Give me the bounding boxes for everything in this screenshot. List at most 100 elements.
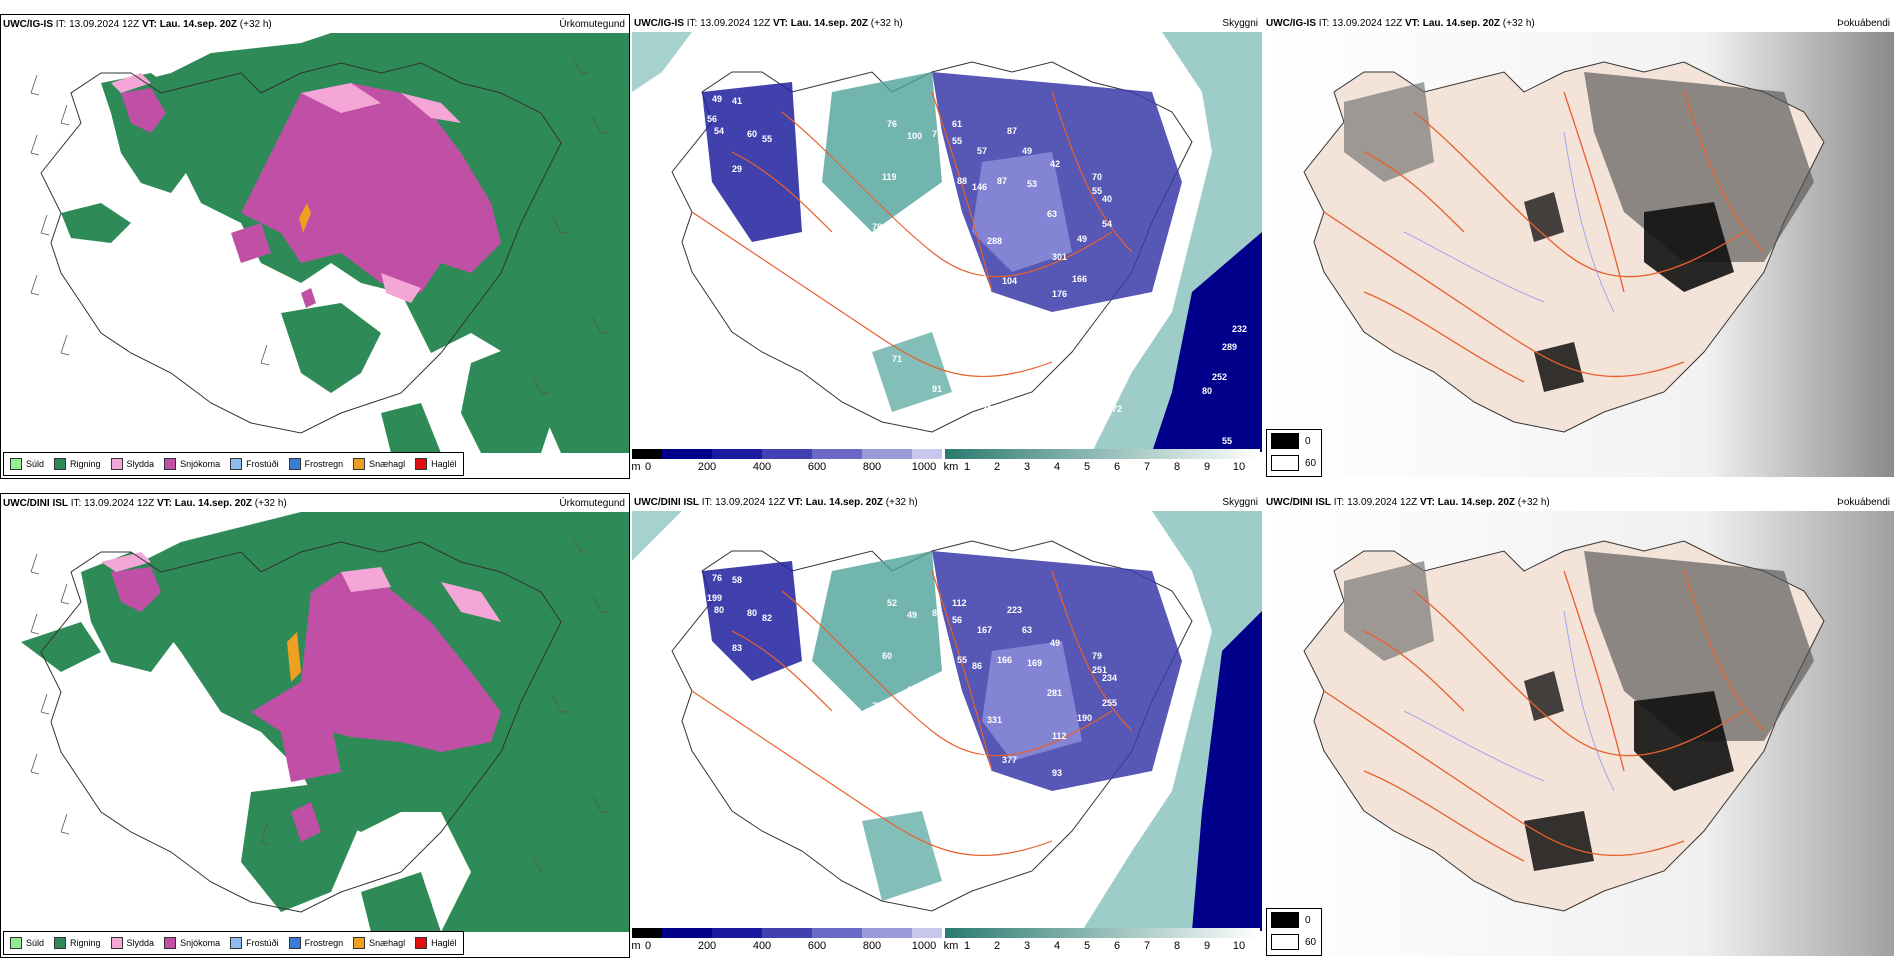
legend-swatch [353, 937, 366, 949]
panel-header: UWC/IG-IS IT: 13.09.2024 12Z VT: Lau. 14… [1266, 18, 1535, 29]
tick-label: 200 [697, 940, 717, 952]
panel-title: Úrkomutegund [559, 498, 625, 509]
cloud-base-label: 55 [1222, 436, 1232, 446]
legend-swatch [10, 458, 22, 470]
panel-header: UWC/DINI ISL IT: 13.09.2024 12Z VT: Lau.… [3, 498, 287, 509]
legend-swatch [10, 937, 22, 949]
fog-legend-row: 0 [1267, 909, 1321, 931]
cloud-base-label: 41 [732, 96, 742, 106]
cloud-base-label: 129 [852, 236, 867, 246]
init-time: IT: 13.09.2024 12Z [55, 19, 140, 30]
fog-map [1264, 32, 1894, 477]
tick-label: 600 [807, 940, 827, 952]
fog-legend-row: 60 [1267, 452, 1321, 474]
legend-label: 60 [1305, 457, 1317, 469]
cloud-base-label: 75 [872, 701, 882, 711]
tick-label: 3 [1023, 940, 1031, 952]
valid-label: VT: [1404, 18, 1420, 29]
cloud-base-label: 56 [707, 114, 717, 124]
legend-item: Frostregn [288, 937, 343, 949]
precip-legend: Súld Rigning Slydda Snjókoma Frostúði Fr… [3, 452, 464, 476]
cloud-base-label: 112 [952, 598, 967, 608]
panel-title: Skyggni [1222, 497, 1258, 508]
precip-panel-row2: UWC/DINI ISL IT: 13.09.2024 12Z VT: Lau.… [0, 493, 630, 958]
tick-label: 400 [752, 940, 772, 952]
init-time: IT: 13.09.2024 12Z [701, 497, 786, 508]
panel-header: UWC/IG-IS IT: 13.09.2024 12Z VT: Lau. 14… [634, 18, 903, 29]
cloud-base-label: 104 [1002, 276, 1017, 286]
tick-label: 4 [1053, 940, 1061, 952]
cloud-base-label: 55 [952, 136, 962, 146]
cloud-base-label: 55 [1092, 186, 1102, 196]
cloud-base-label: 167 [977, 625, 992, 635]
tick-label: 1 [963, 940, 971, 952]
valid-label: VT: [156, 498, 172, 509]
legend-item: Súld [10, 937, 44, 949]
lead-time: (+32 h) [239, 19, 272, 30]
cloud-base-label: 80 [714, 605, 724, 615]
legend-item: Haglél [415, 937, 457, 949]
model-name: UWC/IG-IS [3, 19, 53, 30]
tick-label: 7 [1143, 940, 1151, 952]
tick-label: 5 [1083, 940, 1091, 952]
cloud-base-label: 78 [872, 222, 882, 232]
cloud-base-label: 288 [987, 236, 1002, 246]
panel-header: UWC/DINI ISL IT: 13.09.2024 12Z VT: Lau.… [1266, 497, 1550, 508]
cloud-base-label: 54 [1102, 219, 1112, 229]
legend-item: Slydda [110, 937, 155, 949]
legend-swatch [164, 937, 177, 949]
cloud-base-label: 190 [1077, 713, 1092, 723]
cloud-base-label: 58 [732, 575, 742, 585]
cloud-base-label: 88 [957, 176, 967, 186]
legend-label: 0 [1305, 435, 1311, 447]
cloud-base-label: 63 [1022, 625, 1032, 635]
tick-label: 1000 [911, 461, 937, 473]
model-name: UWC/IG-IS [634, 18, 684, 29]
legend-label: Snjókoma [180, 459, 221, 469]
tick-label: 8 [1173, 461, 1181, 473]
legend-label: Rigning [70, 938, 101, 948]
valid-time: Lau. 14.sep. 20Z [1422, 18, 1501, 29]
tick-label: 400 [752, 461, 772, 473]
fog-legend: 0 60 [1266, 429, 1322, 477]
legend-swatch [54, 937, 67, 949]
cloud-base-label: 76 [712, 573, 722, 583]
cloud-base-label: 87 [997, 176, 1007, 186]
cloud-base-label: 77 [932, 129, 942, 139]
cloud-base-label: 56 [952, 615, 962, 625]
legend-label: Frostregn [304, 459, 344, 469]
legend-swatch [1271, 934, 1299, 950]
panel-title: Þokuábendi [1837, 497, 1890, 508]
cloud-base-label: 49 [1022, 146, 1032, 156]
elevation-colorbar: m 0 200 400 600 800 1000 [632, 449, 942, 475]
legend-item: Haglél [415, 458, 457, 470]
lead-time: (+32 h) [1502, 18, 1535, 29]
legend-label: Súld [26, 459, 45, 469]
legend-swatch [230, 458, 243, 470]
legend-swatch [288, 937, 301, 949]
cloud-base-label: 44 [847, 741, 857, 751]
valid-time: Lau. 14.sep. 20Z [790, 18, 869, 29]
tick-label: 2 [993, 940, 1001, 952]
cloud-base-label: 112 [1052, 731, 1067, 741]
legend-label: Slydda [126, 938, 155, 948]
cloud-base-label: 80 [852, 715, 862, 725]
cloud-base-label: 76 [887, 119, 897, 129]
model-name: UWC/IG-IS [1266, 18, 1316, 29]
cloud-base-label: 166 [1072, 274, 1087, 284]
cloud-base-label: 80 [747, 608, 757, 618]
cloud-base-label: 72 [1112, 404, 1122, 414]
tick-label: 9 [1203, 461, 1211, 473]
panel-title: Skyggni [1222, 18, 1258, 29]
legend-label: Súld [26, 938, 45, 948]
cloud-base-label: 83 [827, 232, 837, 242]
cloud-base-label: 234 [1102, 673, 1117, 683]
legend-item: Snjókoma [164, 458, 220, 470]
legend-swatch [1271, 912, 1299, 928]
cloud-base-label: 57 [977, 146, 987, 156]
lead-time: (+32 h) [885, 497, 918, 508]
cloud-base-label: 289 [1222, 342, 1237, 352]
cloud-base-label: 53 [997, 336, 1007, 346]
legend-item: Frostúði [230, 937, 279, 949]
fog-legend: 0 60 [1266, 908, 1322, 956]
